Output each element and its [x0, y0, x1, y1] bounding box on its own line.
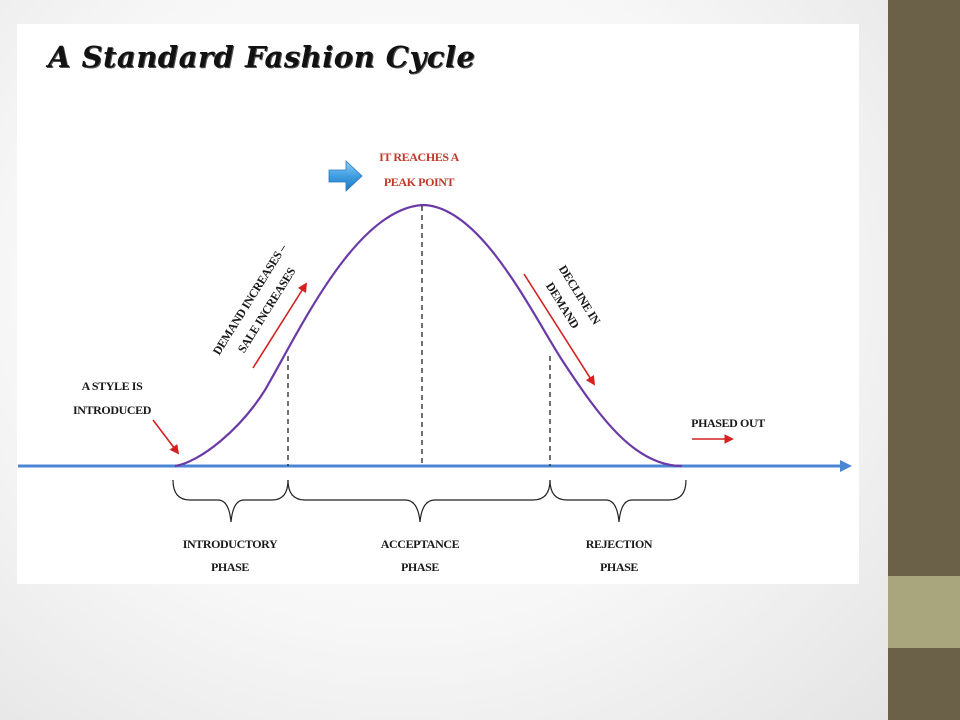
- phase-rejection-line1: REJECTION: [586, 537, 653, 551]
- sidebar-block-middle: [888, 576, 960, 648]
- right-arrow-icon: [328, 160, 363, 192]
- phased-out-label: PHASED OUT: [691, 416, 765, 430]
- sidebar-block-top: [888, 0, 960, 576]
- diagram-panel: [17, 24, 859, 584]
- time-axis-arrowhead: [840, 460, 852, 472]
- phase-introductory-line2: PHASE: [211, 560, 249, 574]
- brace-introductory: [172, 479, 289, 523]
- sidebar-block-bottom: [888, 648, 960, 720]
- introduced-arrow: [152, 419, 180, 455]
- brace-rejection: [549, 479, 687, 523]
- phase-introductory-line1: INTRODUCTORY: [183, 537, 278, 551]
- fashion-cycle-diagram: IT REACHES A PEAK POINT DEMAND INCREASES…: [18, 150, 852, 574]
- decline-arrow: [523, 273, 596, 386]
- style-introduced-line1: A STYLE IS: [82, 379, 143, 393]
- peak-label-line2: PEAK POINT: [384, 175, 455, 189]
- style-introduced-line2: INTRODUCED: [73, 403, 152, 417]
- demand-increase-arrow: [252, 282, 308, 369]
- phase-acceptance-line1: ACCEPTANCE: [381, 537, 460, 551]
- decline-label: DECLINE IN DEMAND: [543, 263, 604, 332]
- slide-title: A Standard Fashion Cycle: [48, 40, 476, 74]
- brace-acceptance: [287, 479, 551, 523]
- fashion-cycle-curve: [174, 203, 683, 468]
- phase-rejection-line2: PHASE: [600, 560, 638, 574]
- peak-label-line1: IT REACHES A: [379, 150, 459, 164]
- phase-acceptance-line2: PHASE: [401, 560, 439, 574]
